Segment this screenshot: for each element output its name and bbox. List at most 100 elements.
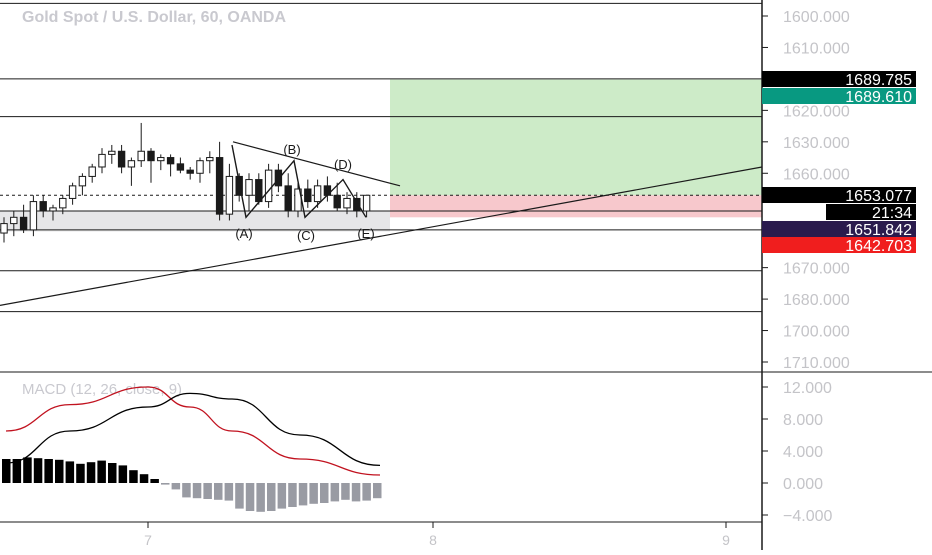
candle-body — [333, 194, 341, 209]
candle-body — [98, 153, 106, 168]
candle-body — [225, 175, 234, 215]
macd-tick-label: −4.000 — [783, 508, 832, 525]
macd-tick-label: 4.000 — [783, 444, 823, 461]
macd-histogram-bar — [341, 483, 350, 500]
price-badge — [826, 204, 916, 220]
wave-polyline[interactable] — [231, 144, 367, 219]
macd-scale[interactable]: 12.000 8.000 4.000 0.000 −4.000 — [762, 380, 832, 525]
time-axis[interactable]: 7 8 9 — [144, 522, 730, 548]
abcde-wave-path — [231, 144, 367, 219]
price-badge — [762, 187, 916, 203]
macd-histogram-bar — [171, 483, 181, 490]
price-badge-label: 1651.842 — [845, 222, 912, 239]
macd-signal-line — [5, 386, 381, 476]
macd-histogram-bar — [65, 461, 75, 483]
price-badge — [762, 221, 916, 237]
candle-body — [49, 207, 57, 212]
candle-body — [39, 201, 47, 212]
price-badge — [762, 71, 916, 87]
macd-histogram-bar — [373, 483, 382, 499]
candle-body — [0, 223, 8, 234]
price-scale[interactable]: 1710.000 1700.000 1680.000 1670.000 1660.000… — [762, 9, 850, 372]
macd-histogram-bar — [2, 459, 11, 483]
macd-histogram-bar — [309, 483, 318, 504]
candle-body — [313, 185, 322, 203]
support-trendline[interactable] — [0, 166, 763, 306]
macd-histogram-bar — [129, 470, 138, 483]
candle-body — [215, 157, 224, 215]
macd-histogram-bar — [256, 483, 265, 512]
candle-body — [343, 197, 351, 209]
price-badge-label: 1653.077 — [845, 188, 912, 205]
macd-histogram-bar — [351, 483, 361, 502]
time-tick-label: 8 — [429, 532, 437, 548]
candle-body — [10, 216, 18, 225]
candle-body — [147, 150, 155, 162]
macd-histogram-bar — [277, 483, 287, 509]
candle-body — [274, 169, 283, 187]
macd-histogram-bar — [203, 483, 212, 499]
macd-histogram-bar — [76, 463, 85, 483]
macd-histogram-bar — [214, 483, 223, 500]
candle-body — [245, 179, 253, 196]
candle-body — [186, 169, 194, 174]
macd-histogram-bar — [245, 483, 255, 511]
macd-line — [5, 392, 381, 467]
price-badge-label: 1689.610 — [845, 89, 912, 106]
position-profit-zone[interactable] — [390, 79, 762, 196]
macd-histogram-bar — [362, 483, 371, 501]
candle-body — [88, 166, 96, 177]
price-tick-label: 1670.000 — [783, 261, 850, 278]
macd-histogram-bar — [44, 459, 53, 483]
macd-histogram-bar — [139, 474, 149, 483]
price-tick-label: 1630.000 — [783, 135, 850, 152]
wave-label-d: (D) — [334, 157, 352, 172]
candle-body — [304, 188, 312, 203]
candle-body — [166, 157, 175, 165]
wave-label-b: (B) — [283, 142, 300, 157]
candle-body — [29, 201, 38, 231]
macd-tick-label: 0.000 — [783, 476, 823, 493]
wave-label-c: (C) — [297, 228, 315, 243]
macd-histogram-bar — [298, 483, 308, 506]
macd-histogram-bar — [267, 483, 276, 511]
candle-body — [59, 197, 67, 209]
price-tick-label: 1660.000 — [783, 166, 850, 183]
macd-histogram-bar — [330, 483, 340, 502]
price-badge — [762, 88, 916, 104]
macd-histogram — [2, 457, 382, 512]
macd-histogram-bar — [86, 462, 96, 483]
macd-histogram-bar — [288, 483, 297, 507]
macd-tick-label: 12.000 — [783, 380, 832, 397]
macd-histogram-bar — [235, 483, 244, 509]
macd-histogram-bar — [97, 460, 106, 483]
price-tick-label: 1700.000 — [783, 324, 850, 341]
consolidation-band — [0, 211, 390, 232]
candle-body — [323, 185, 332, 196]
macd-title: MACD (12, 26, close, 9) — [22, 381, 182, 398]
macd-histogram-bar — [33, 458, 43, 483]
macd-histogram-bar — [12, 459, 22, 483]
triangle-upper-trendline[interactable] — [232, 141, 401, 187]
candle-body — [127, 160, 136, 168]
price-tick-label: 1620.000 — [783, 103, 850, 120]
horizontal-levels — [0, 2, 762, 313]
candle-body — [157, 157, 165, 162]
trendlines — [0, 141, 763, 306]
price-badge-label: 21:34 — [872, 205, 912, 222]
candle-body — [206, 157, 214, 162]
macd-histogram-bar — [118, 465, 128, 483]
position-loss-zone[interactable] — [390, 195, 762, 218]
candle-body — [137, 150, 145, 162]
price-tick-label: 1680.000 — [783, 292, 850, 309]
wave-label-a: (A) — [235, 226, 252, 241]
macd-histogram-bar — [161, 483, 170, 485]
price-tick-label: 1710.000 — [783, 355, 850, 372]
macd-histogram-bar — [224, 483, 234, 501]
macd-histogram-bar — [192, 483, 202, 499]
price-tick-label: 1610.000 — [783, 40, 850, 57]
candle-body — [264, 169, 273, 203]
price-badge-label: 1642.703 — [845, 238, 912, 255]
